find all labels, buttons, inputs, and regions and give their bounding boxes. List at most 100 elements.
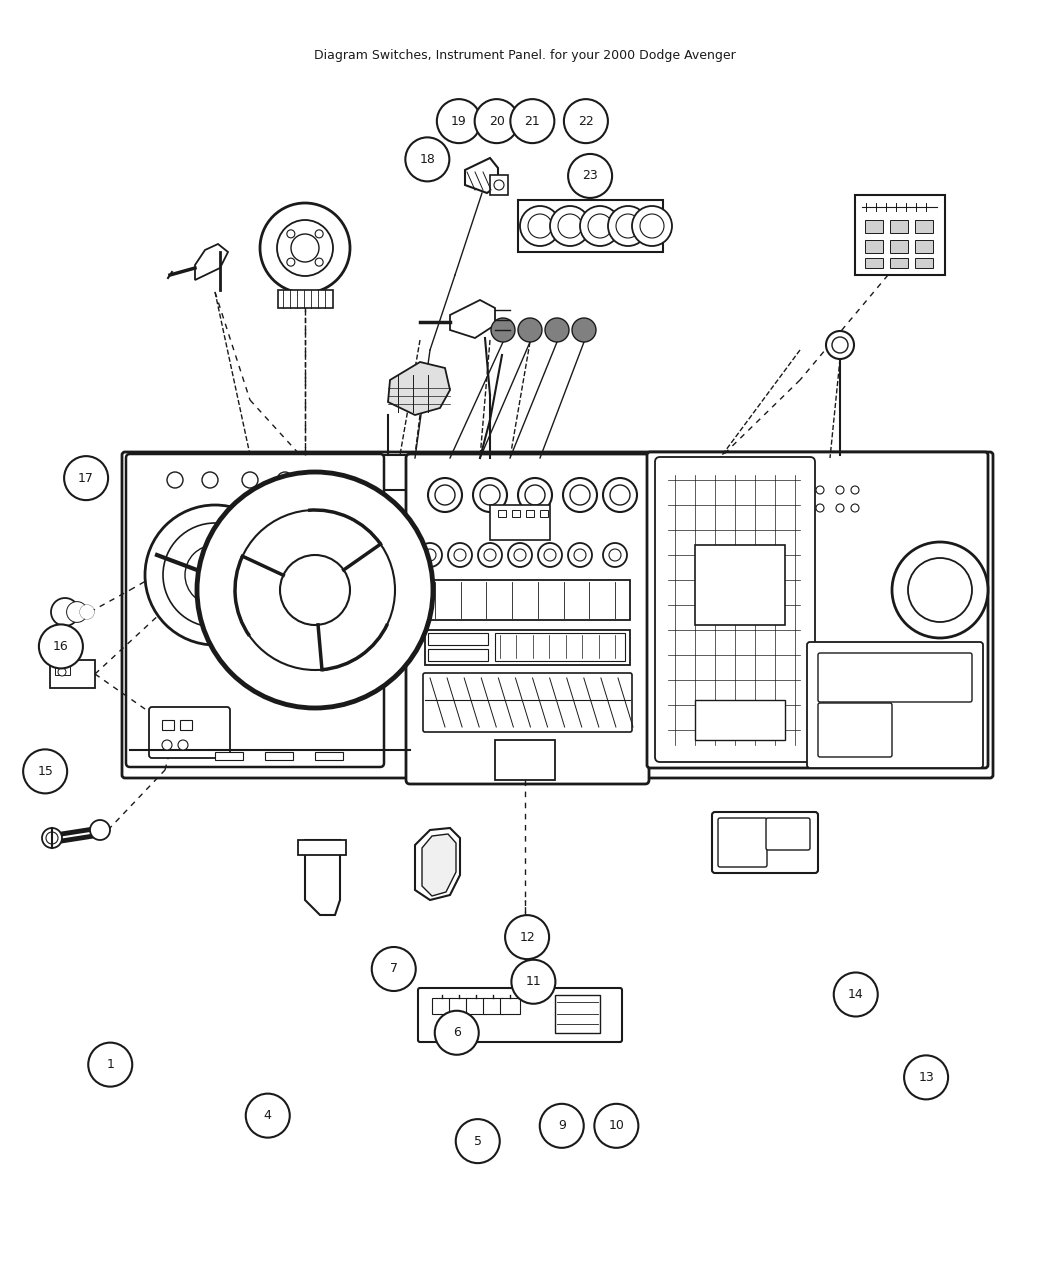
- Circle shape: [568, 543, 592, 567]
- Polygon shape: [465, 158, 498, 193]
- Circle shape: [80, 604, 94, 620]
- Bar: [449, 998, 469, 1014]
- Bar: [526, 510, 534, 516]
- Circle shape: [277, 221, 333, 275]
- Circle shape: [88, 1043, 132, 1086]
- Polygon shape: [304, 840, 340, 915]
- Bar: [425, 580, 630, 620]
- Circle shape: [544, 550, 556, 561]
- Circle shape: [478, 543, 502, 567]
- Circle shape: [603, 478, 637, 513]
- Circle shape: [51, 598, 79, 626]
- FancyBboxPatch shape: [655, 456, 815, 762]
- Circle shape: [564, 99, 608, 143]
- Text: 12: 12: [519, 931, 536, 944]
- Text: 23: 23: [582, 170, 598, 182]
- Circle shape: [568, 154, 612, 198]
- Text: 14: 14: [848, 988, 863, 1001]
- Circle shape: [295, 550, 335, 590]
- FancyBboxPatch shape: [406, 454, 649, 784]
- Bar: [915, 258, 933, 268]
- Bar: [315, 752, 343, 760]
- Circle shape: [816, 486, 824, 493]
- Bar: [215, 752, 243, 760]
- Circle shape: [23, 750, 67, 793]
- Polygon shape: [450, 300, 495, 338]
- FancyBboxPatch shape: [818, 703, 892, 757]
- Bar: [432, 998, 452, 1014]
- Circle shape: [540, 1104, 584, 1148]
- Circle shape: [145, 505, 285, 645]
- Bar: [518, 200, 663, 252]
- Bar: [855, 195, 945, 275]
- Circle shape: [246, 1094, 290, 1137]
- Circle shape: [287, 258, 295, 266]
- Circle shape: [514, 550, 526, 561]
- FancyBboxPatch shape: [423, 673, 632, 732]
- FancyBboxPatch shape: [149, 708, 230, 759]
- Circle shape: [570, 484, 590, 505]
- Text: 7: 7: [390, 963, 398, 975]
- Circle shape: [588, 214, 612, 238]
- Circle shape: [609, 550, 621, 561]
- Circle shape: [428, 478, 462, 513]
- Text: 9: 9: [558, 1119, 566, 1132]
- Circle shape: [904, 1056, 948, 1099]
- Circle shape: [58, 668, 66, 676]
- FancyBboxPatch shape: [418, 988, 622, 1042]
- Bar: [495, 632, 625, 660]
- Circle shape: [472, 478, 507, 513]
- Circle shape: [616, 214, 640, 238]
- FancyBboxPatch shape: [126, 454, 384, 768]
- Circle shape: [39, 625, 83, 668]
- FancyBboxPatch shape: [818, 653, 972, 703]
- Bar: [865, 258, 883, 268]
- Text: 21: 21: [525, 115, 541, 128]
- Circle shape: [178, 740, 188, 750]
- Bar: [55, 666, 70, 674]
- Circle shape: [836, 504, 844, 513]
- Bar: [695, 544, 785, 625]
- Circle shape: [42, 827, 62, 848]
- Circle shape: [520, 207, 560, 246]
- Circle shape: [405, 138, 449, 181]
- Circle shape: [491, 317, 514, 342]
- Bar: [890, 221, 908, 233]
- Text: 19: 19: [452, 115, 466, 128]
- Text: 17: 17: [78, 472, 94, 484]
- Circle shape: [836, 486, 844, 493]
- Circle shape: [508, 543, 532, 567]
- Bar: [180, 720, 192, 731]
- FancyBboxPatch shape: [647, 453, 988, 768]
- FancyBboxPatch shape: [718, 819, 766, 867]
- Circle shape: [46, 833, 58, 844]
- Text: 18: 18: [419, 153, 436, 166]
- Circle shape: [908, 558, 972, 622]
- Circle shape: [816, 504, 824, 513]
- FancyBboxPatch shape: [122, 453, 993, 778]
- Bar: [555, 994, 600, 1033]
- Circle shape: [850, 504, 859, 513]
- Circle shape: [563, 478, 597, 513]
- Text: 20: 20: [488, 115, 505, 128]
- Circle shape: [260, 203, 350, 293]
- FancyBboxPatch shape: [766, 819, 810, 850]
- Circle shape: [518, 478, 552, 513]
- Circle shape: [834, 973, 878, 1016]
- Circle shape: [603, 543, 627, 567]
- Circle shape: [277, 472, 293, 488]
- Circle shape: [826, 332, 854, 360]
- Circle shape: [594, 1104, 638, 1148]
- Bar: [428, 649, 488, 660]
- Circle shape: [850, 486, 859, 493]
- Bar: [695, 700, 785, 739]
- Circle shape: [580, 207, 620, 246]
- Circle shape: [242, 472, 258, 488]
- Bar: [865, 221, 883, 233]
- Circle shape: [505, 915, 549, 959]
- Circle shape: [197, 472, 433, 708]
- Polygon shape: [422, 834, 456, 896]
- Circle shape: [454, 550, 466, 561]
- Text: 16: 16: [52, 640, 69, 653]
- Circle shape: [372, 947, 416, 991]
